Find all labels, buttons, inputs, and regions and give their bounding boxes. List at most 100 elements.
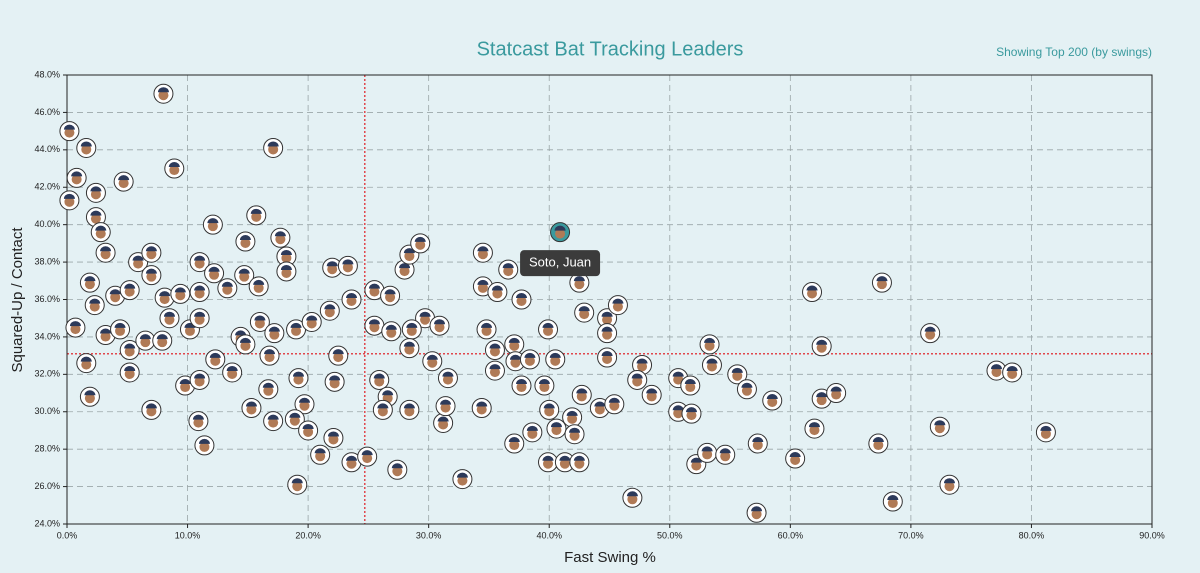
player-point [484, 360, 505, 381]
marker-cap [274, 231, 286, 237]
marker-cap [90, 186, 102, 192]
marker-cap [573, 455, 585, 461]
marker-face [741, 385, 752, 396]
player-point [435, 396, 456, 417]
marker-face [574, 458, 585, 469]
x-tick-label: 0.0% [57, 530, 78, 540]
player-point [66, 167, 87, 188]
marker-cap [346, 293, 358, 298]
marker-cap [489, 343, 501, 349]
marker-face [100, 249, 111, 260]
player-point [179, 319, 200, 340]
marker-cap [124, 283, 136, 289]
player-point [597, 308, 618, 329]
marker-cap [109, 289, 121, 295]
player-point [785, 448, 806, 469]
marker-cap [426, 354, 438, 360]
player-point [920, 323, 941, 344]
marker-cap [538, 379, 550, 385]
marker-cap [508, 337, 520, 343]
marker-cap [808, 422, 820, 428]
player-point [929, 416, 950, 437]
marker-face [275, 234, 286, 245]
marker-cap [601, 350, 613, 356]
marker-face [268, 144, 279, 155]
marker-cap [789, 452, 801, 458]
marker-cap [924, 326, 936, 332]
marker-face [392, 466, 403, 477]
marker-face [415, 239, 426, 250]
marker-cap [442, 371, 454, 377]
marker-face [193, 417, 204, 428]
marker-face [816, 395, 827, 406]
y-tick-label: 44.0% [34, 144, 60, 154]
marker-cap [245, 401, 257, 407]
marker-cap [329, 375, 341, 381]
marker-cap [434, 319, 446, 325]
marker-cap [594, 401, 606, 407]
marker-face [627, 494, 638, 505]
player-point [324, 371, 345, 392]
marker-face [292, 481, 303, 492]
marker-cap [385, 324, 397, 330]
marker-cap [124, 343, 136, 349]
tooltip-box [520, 250, 601, 277]
marker-face [89, 301, 100, 312]
marker-cap [226, 365, 238, 371]
marker-face [164, 314, 175, 325]
player-point [234, 265, 255, 286]
marker-cap [876, 276, 888, 282]
player-point [697, 442, 718, 463]
marker-face [253, 282, 264, 293]
marker-face [146, 271, 157, 282]
player-point [288, 368, 309, 389]
marker-face [146, 406, 157, 417]
player-point [141, 242, 162, 263]
marker-face [406, 325, 417, 336]
marker-cap [63, 124, 75, 130]
marker-face [281, 252, 292, 263]
player-point [341, 289, 362, 310]
player-point [604, 394, 625, 415]
player-point [868, 433, 889, 454]
player-point [564, 424, 585, 445]
player-point [372, 399, 393, 420]
marker-cap [752, 437, 764, 443]
player-point [141, 399, 162, 420]
marker-face [110, 292, 121, 303]
marker-face [324, 307, 335, 318]
marker-face [732, 370, 743, 381]
marker-cap [578, 306, 590, 312]
player-point [217, 278, 238, 299]
marker-cap [80, 141, 92, 147]
marker-face [831, 389, 842, 400]
y-tick-label: 46.0% [34, 107, 60, 117]
player-point [246, 205, 267, 226]
marker-face [1040, 428, 1051, 439]
marker-cap [502, 263, 514, 269]
player-point [871, 272, 892, 293]
player-point [1035, 422, 1056, 443]
marker-face [612, 301, 623, 312]
marker-face [251, 211, 262, 222]
player-point [189, 282, 210, 303]
marker-cap [542, 322, 554, 328]
marker-face [194, 288, 205, 299]
marker-face [720, 451, 731, 462]
marker-face [306, 318, 317, 329]
player-point [194, 435, 215, 456]
marker-cap [145, 268, 157, 274]
marker-face [333, 352, 344, 363]
marker-face [807, 288, 818, 299]
player-point [119, 280, 140, 301]
marker-face [524, 355, 535, 366]
player-point [188, 411, 209, 432]
marker-cap [382, 390, 394, 396]
marker-face [550, 355, 561, 366]
marker-face [369, 286, 380, 297]
marker-face [64, 127, 75, 138]
marker-cap [741, 382, 753, 388]
y-tick-label: 36.0% [34, 294, 60, 304]
marker-face [404, 406, 415, 417]
marker-cap [806, 285, 818, 291]
